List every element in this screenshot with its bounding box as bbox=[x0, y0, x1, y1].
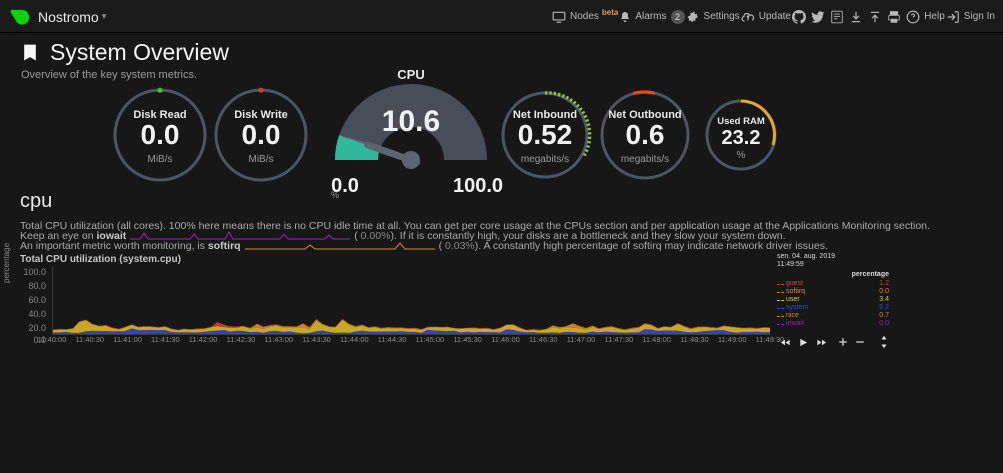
svg-text:%: % bbox=[331, 190, 339, 198]
svg-text:MiB/s: MiB/s bbox=[148, 154, 173, 165]
svg-text:Used RAM: Used RAM bbox=[717, 116, 765, 127]
svg-text:megabits/s: megabits/s bbox=[621, 154, 669, 165]
svg-text:%: % bbox=[737, 150, 746, 161]
svg-text:MiB/s: MiB/s bbox=[249, 154, 274, 165]
svg-text:10.6: 10.6 bbox=[382, 105, 440, 138]
svg-text:megabits/s: megabits/s bbox=[521, 154, 569, 165]
svg-text:100.0: 100.0 bbox=[453, 175, 503, 197]
svg-text:CPU: CPU bbox=[397, 68, 424, 82]
svg-text:0.52: 0.52 bbox=[518, 119, 573, 150]
svg-text:0.6: 0.6 bbox=[626, 119, 665, 150]
svg-text:23.2: 23.2 bbox=[722, 127, 761, 149]
svg-text:0.0: 0.0 bbox=[242, 119, 281, 150]
svg-text:0.0: 0.0 bbox=[141, 119, 180, 150]
